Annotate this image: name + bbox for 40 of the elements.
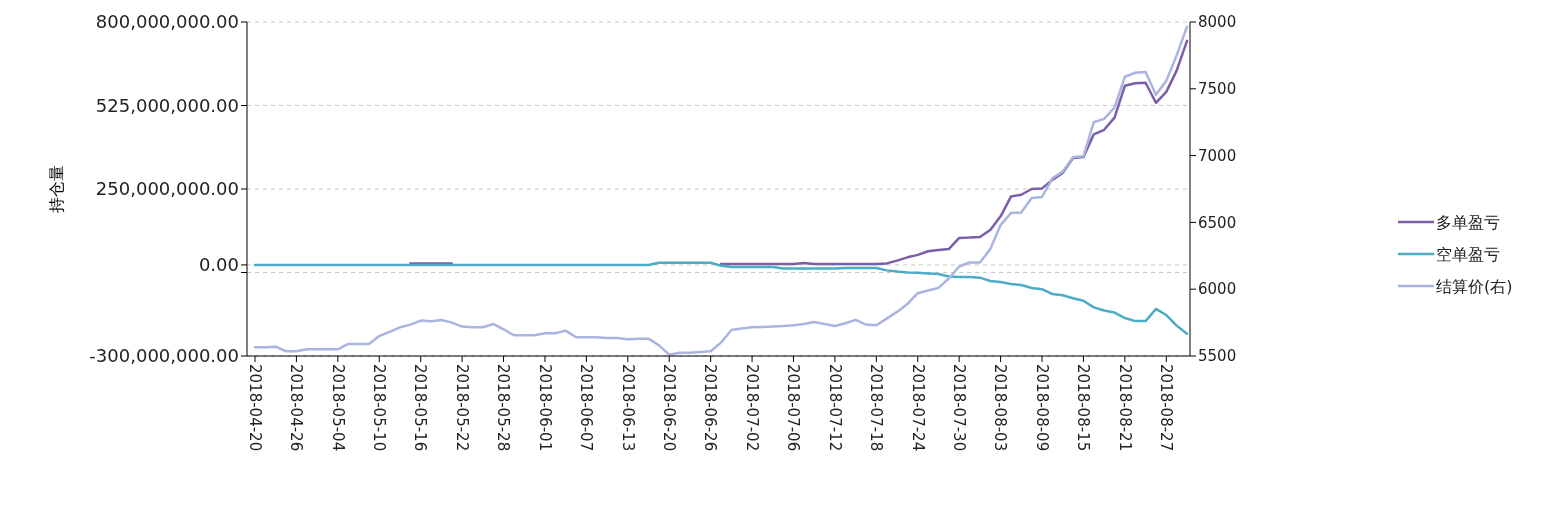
x-tick-label: 2018-04-20	[245, 364, 264, 452]
y-tick-label: -300,000,000.00	[89, 345, 239, 367]
x-tick-label: 2018-08-09	[1032, 364, 1051, 452]
y2-tick-label: 8000	[1198, 13, 1237, 32]
line-series	[253, 261, 1189, 336]
x-tick-label: 2018-06-07	[577, 364, 596, 452]
line-series	[253, 25, 1189, 356]
x-tick-label: 2018-06-01	[535, 364, 554, 452]
x-tick-label: 2018-08-27	[1157, 364, 1176, 452]
x-tick-label: 2018-07-12	[825, 364, 844, 452]
y2-tick-label: 7000	[1198, 146, 1237, 165]
x-tick-label: 2018-06-20	[659, 364, 678, 452]
x-tick-label: 2018-07-24	[908, 364, 927, 452]
x-tick-label: 2018-07-18	[867, 364, 886, 452]
x-tick-label: 2018-08-03	[991, 364, 1010, 452]
y-tick-label: 250,000,000.00	[95, 178, 239, 200]
x-tick-label: 2018-04-26	[287, 364, 306, 452]
y-tick-label: 800,000,000.00	[95, 11, 239, 33]
y-axis-title: 持仓量	[47, 165, 66, 213]
legend-label: 空单盈亏	[1436, 244, 1500, 264]
x-tick-label: 2018-07-02	[742, 364, 761, 452]
x-tick-label: 2018-05-22	[452, 364, 471, 452]
legend-label: 多单盈亏	[1436, 212, 1500, 232]
x-tick-label: 2018-07-06	[784, 364, 803, 452]
legend-label: 结算价(右)	[1436, 276, 1513, 296]
x-tick-label: 2018-07-30	[949, 364, 968, 452]
x-tick-label: 2018-05-16	[411, 364, 430, 452]
y-tick-label: 525,000,000.00	[95, 94, 239, 116]
x-tick-label: 2018-05-04	[328, 364, 347, 452]
x-tick-label: 2018-08-15	[1074, 364, 1093, 452]
x-tick-label: 2018-08-21	[1115, 364, 1134, 452]
y-tick-label: 0.00	[198, 254, 239, 276]
x-tick-label: 2018-05-28	[494, 364, 513, 452]
x-tick-label: 2018-06-26	[701, 364, 720, 452]
x-tick-label: 2018-06-13	[618, 364, 637, 452]
y2-tick-label: 7500	[1198, 80, 1237, 99]
x-tick-label: 2018-05-10	[370, 364, 389, 452]
y2-tick-label: 5500	[1198, 347, 1237, 366]
y2-tick-label: 6000	[1198, 280, 1237, 299]
y2-tick-label: 6500	[1198, 213, 1237, 232]
